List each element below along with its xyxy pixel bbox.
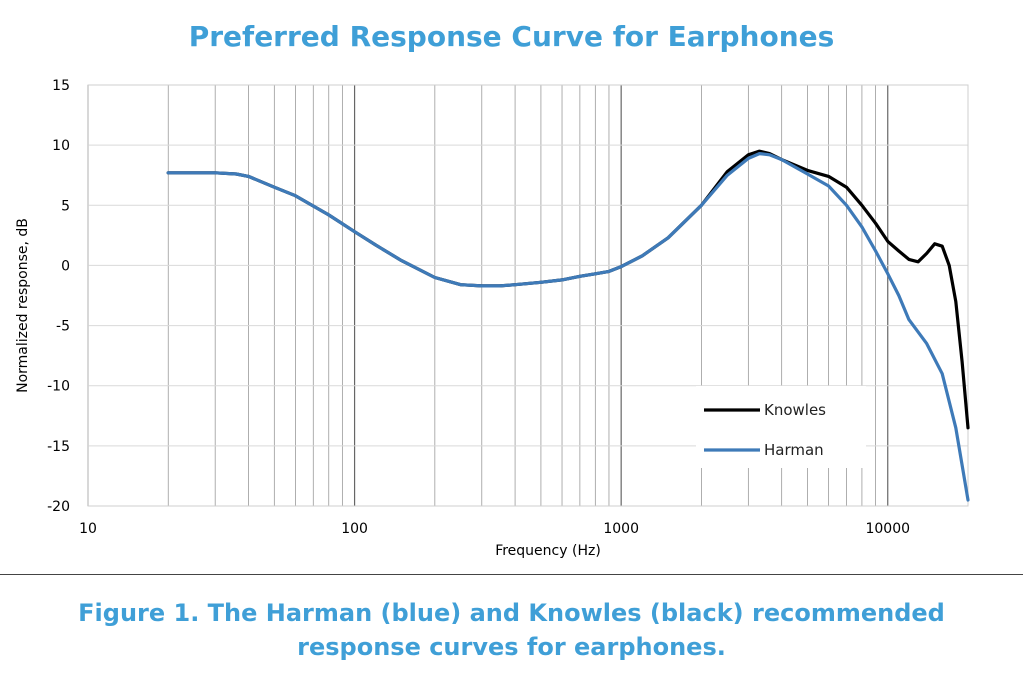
caption-divider <box>0 574 1023 575</box>
x-tick-label: 1000 <box>603 521 639 537</box>
x-tick-label: 10000 <box>865 521 910 537</box>
caption-line-1: Figure 1. The Harman (blue) and Knowles … <box>78 599 945 627</box>
legend-label-knowles: Knowles <box>764 401 826 419</box>
legend: Knowles Harman <box>696 386 866 468</box>
series-layer <box>166 149 970 502</box>
y-tick-label: -5 <box>56 319 70 335</box>
chart-area: 15 10 5 0 -5 -10 -15 -20 10 100 1000 10000 Normali… <box>15 78 970 559</box>
y-tick-label: -20 <box>47 499 70 515</box>
y-tick-label: 10 <box>52 138 70 154</box>
y-axis-label: Normalized response, dB <box>15 218 31 393</box>
plot-frame <box>87 84 969 507</box>
legend-label-harman: Harman <box>764 441 824 459</box>
figure-caption: Figure 1. The Harman (blue) and Knowles … <box>0 596 1023 664</box>
y-tick-label: 5 <box>61 198 70 214</box>
x-tick-label: 10 <box>79 521 97 537</box>
y-tick-label: -10 <box>47 379 70 395</box>
series-line-harman <box>166 152 970 502</box>
y-tick-label: 15 <box>52 78 70 94</box>
y-tick-label: 0 <box>61 258 70 274</box>
caption-line-2: response curves for earphones. <box>297 633 726 661</box>
y-tick-labels: 15 10 5 0 -5 -10 -15 -20 <box>47 78 70 515</box>
legend-background <box>696 386 866 468</box>
x-axis-label: Frequency (Hz) <box>495 543 601 559</box>
x-tick-label: 100 <box>341 521 368 537</box>
x-tick-labels: 10 100 1000 10000 <box>79 521 910 537</box>
y-tick-label: -15 <box>47 439 70 455</box>
chart-title: Preferred Response Curve for Earphones <box>188 20 835 53</box>
